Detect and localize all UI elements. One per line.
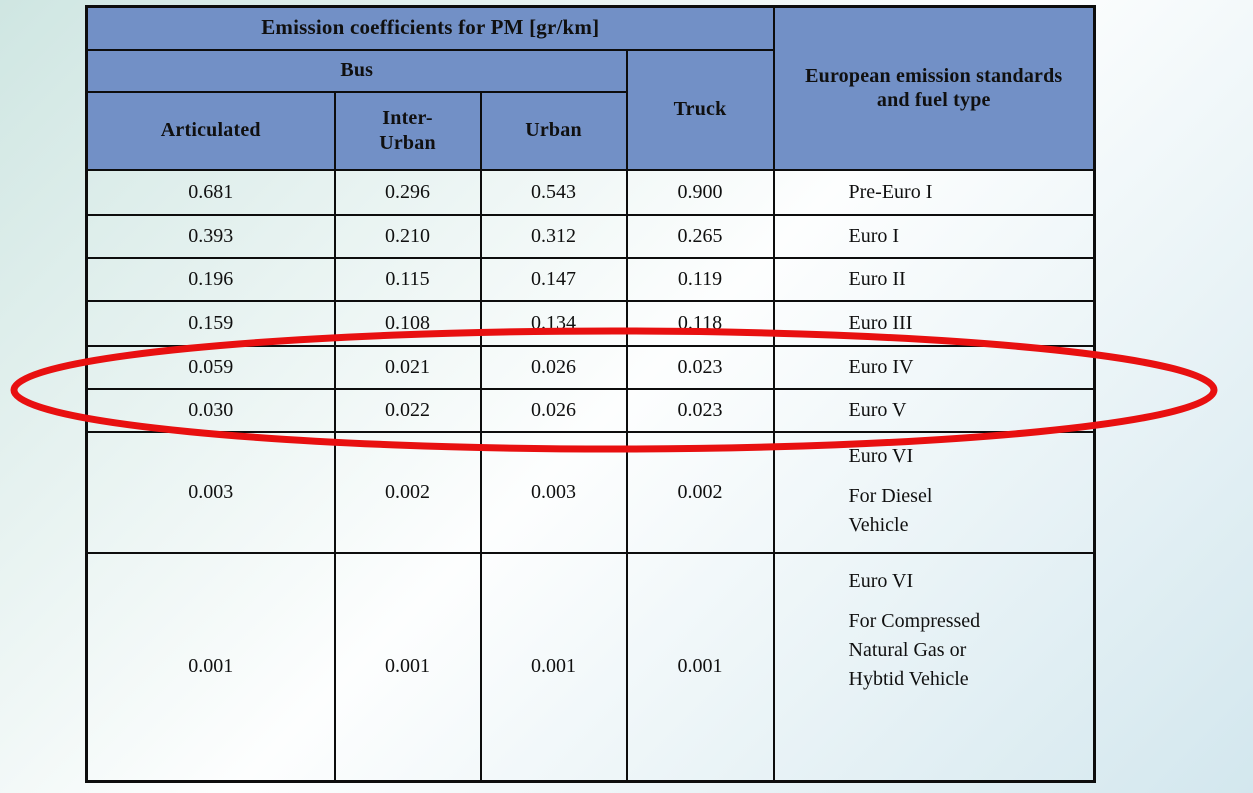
cell-standard: Euro II bbox=[772, 256, 1096, 302]
cell-urban: 0.543 bbox=[479, 168, 628, 216]
cell-articulated: 0.681 bbox=[85, 168, 336, 216]
cell-articulated: 0.003 bbox=[85, 430, 336, 554]
cell-truck: 0.119 bbox=[625, 256, 775, 302]
cell-urban: 0.026 bbox=[479, 387, 628, 433]
cell-articulated: 0.059 bbox=[85, 344, 336, 390]
cell-inter-urban: 0.210 bbox=[333, 213, 482, 259]
column-header-inter-urban: Inter- Urban bbox=[333, 90, 482, 171]
table-header-row: Bus Truck bbox=[85, 48, 1095, 171]
cell-urban: 0.312 bbox=[479, 213, 628, 259]
table-row-euro-2: 0.196 0.115 0.147 0.119 Euro II bbox=[85, 256, 1096, 302]
table-header-row: Articulated Inter- Urban Urban bbox=[85, 90, 1095, 171]
table-row-euro-1: 0.393 0.210 0.312 0.265 Euro I bbox=[85, 213, 1096, 259]
cell-standard: Pre-Euro I bbox=[772, 168, 1096, 216]
cell-standard: Euro I bbox=[772, 213, 1096, 259]
cell-standard: Euro V bbox=[772, 387, 1096, 433]
cell-urban: 0.001 bbox=[479, 551, 628, 783]
cell-inter-urban: 0.108 bbox=[333, 299, 482, 347]
cell-truck: 0.023 bbox=[625, 344, 775, 390]
column-header-urban: Urban bbox=[479, 90, 628, 171]
table-row-euro-3: 0.159 0.108 0.134 0.118 Euro III bbox=[85, 299, 1096, 347]
cell-inter-urban: 0.002 bbox=[333, 430, 482, 554]
cell-articulated: 0.030 bbox=[85, 387, 336, 433]
cell-articulated: 0.001 bbox=[85, 551, 336, 783]
table-row-pre-euro-1: 0.681 0.296 0.543 0.900 Pre-Euro I bbox=[85, 168, 1096, 216]
cell-standard: Euro VI For Compressed Natural Gas or Hybt… bbox=[772, 551, 1096, 783]
cell-standard: Euro VI For Diesel Vehicle bbox=[772, 430, 1096, 554]
cell-articulated: 0.159 bbox=[85, 299, 336, 347]
cell-urban: 0.026 bbox=[479, 344, 628, 390]
cell-urban: 0.134 bbox=[479, 299, 628, 347]
cell-inter-urban: 0.001 bbox=[333, 551, 482, 783]
table-row-euro-6-diesel: 0.003 0.002 0.003 0.002 Euro VI For Dies… bbox=[85, 430, 1096, 554]
cell-inter-urban: 0.021 bbox=[333, 344, 482, 390]
standard-detail: For Diesel Vehicle bbox=[848, 484, 933, 536]
cell-truck: 0.118 bbox=[625, 299, 775, 347]
standard-detail: For Compressed Natural Gas or Hybtid Vehic… bbox=[848, 609, 981, 690]
table-row-euro-4-highlighted: 0.059 0.021 0.026 0.023 Euro IV bbox=[85, 344, 1096, 390]
column-header-standards: European emission standards and fuel typ… bbox=[772, 5, 1096, 171]
cell-urban: 0.147 bbox=[479, 256, 628, 302]
standard-title: Euro VI bbox=[848, 444, 914, 467]
cell-truck: 0.265 bbox=[625, 213, 775, 259]
cell-inter-urban: 0.296 bbox=[333, 168, 482, 216]
cell-inter-urban: 0.115 bbox=[333, 256, 482, 302]
cell-urban: 0.003 bbox=[479, 430, 628, 554]
cell-articulated: 0.196 bbox=[85, 256, 336, 302]
cell-standard: Euro IV bbox=[772, 344, 1096, 390]
cell-standard: Euro III bbox=[772, 299, 1096, 347]
cell-truck: 0.001 bbox=[625, 551, 775, 783]
cell-inter-urban: 0.022 bbox=[333, 387, 482, 433]
table-header-row: Emission coefficients for PM [gr/km] Eur… bbox=[85, 5, 1096, 171]
cell-truck: 0.002 bbox=[625, 430, 775, 554]
table-title: Emission coefficients for PM [gr/km] bbox=[85, 5, 775, 51]
column-header-truck: Truck bbox=[625, 48, 775, 171]
cell-truck: 0.900 bbox=[625, 168, 775, 216]
column-header-articulated: Articulated bbox=[85, 90, 336, 171]
standard-title: Euro VI bbox=[848, 569, 914, 592]
emissions-table: Emission coefficients for PM [gr/km] Eur… bbox=[85, 5, 1097, 783]
table-row-euro-6-cng-hybrid: 0.001 0.001 0.001 0.001 Euro VI For Comp… bbox=[85, 551, 1096, 783]
cell-truck: 0.023 bbox=[625, 387, 775, 433]
table-row-euro-5-highlighted: 0.030 0.022 0.026 0.023 Euro V bbox=[85, 387, 1096, 433]
cell-articulated: 0.393 bbox=[85, 213, 336, 259]
column-group-bus: Bus bbox=[85, 48, 628, 93]
